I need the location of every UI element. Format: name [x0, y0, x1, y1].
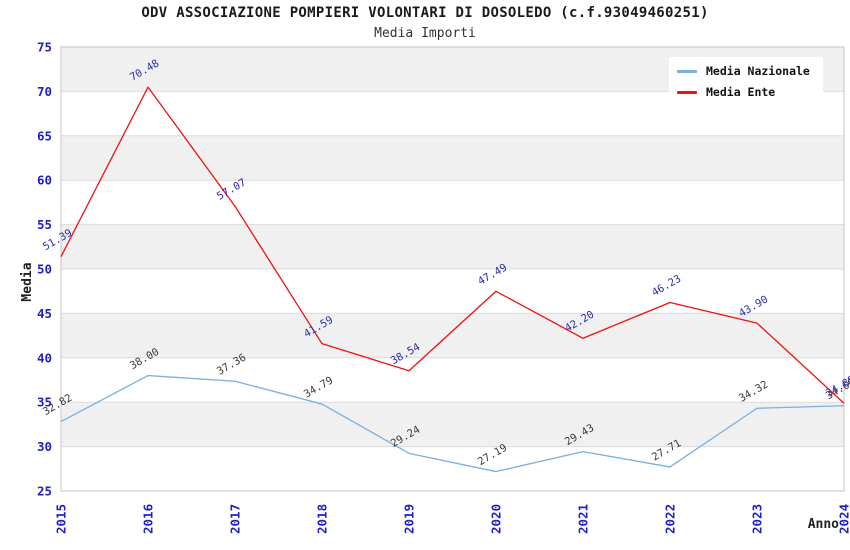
- x-tick-label: 2019: [402, 504, 417, 534]
- plot-band: [61, 402, 844, 447]
- y-tick-label: 55: [37, 217, 52, 232]
- y-tick-label: 40: [37, 350, 52, 365]
- y-tick-label: 25: [37, 484, 52, 499]
- chart-subtitle: Media Importi: [374, 26, 476, 41]
- y-tick-label: 60: [37, 173, 52, 188]
- y-tick-label: 75: [37, 40, 52, 55]
- x-tick-label: 2023: [750, 504, 765, 534]
- x-tick-label: 2015: [54, 504, 69, 534]
- x-tick-label: 2016: [141, 504, 156, 534]
- plot-generated-content: 25 30 35 40 45 50 55 60 65 70 75 2015 2016 2017 2018 20…: [37, 40, 850, 535]
- x-tick-label: 2020: [489, 504, 504, 534]
- chart-title: ODV ASSOCIAZIONE POMPIERI VOLONTARI DI D…: [141, 5, 709, 21]
- x-tick-label: 2021: [576, 504, 591, 534]
- legend-item-media-nazionale: Media Nazionale: [677, 64, 815, 78]
- x-tick-label: 2024: [837, 504, 850, 534]
- y-tick-label: 35: [37, 395, 52, 410]
- data-point-label: 46.23: [650, 273, 683, 299]
- y-tick-label: 70: [37, 84, 52, 99]
- series-line-media-ente: [60, 86, 845, 404]
- y-axis-title: Media: [20, 262, 35, 301]
- x-axis-title: Anno: [808, 517, 839, 532]
- media-nazionale-line-icon: [677, 69, 697, 73]
- series-line-media-nazionale: [60, 374, 845, 473]
- legend-label-media-ente: Media Ente: [706, 85, 776, 99]
- media-ente-line-icon: [677, 90, 697, 94]
- plot-band: [61, 224, 844, 269]
- legend-item-media-ente: Media Ente: [677, 85, 815, 99]
- y-tick-label: 65: [37, 128, 52, 143]
- x-tick-label: 2022: [663, 504, 678, 534]
- data-point-label: 34.79: [302, 374, 335, 400]
- legend-label-media-nazionale: Media Nazionale: [706, 64, 810, 78]
- x-tick-label: 2018: [315, 504, 330, 534]
- legend: Media Nazionale Media Ente: [669, 57, 823, 105]
- y-tick-label: 30: [37, 439, 52, 454]
- data-point-label: 34.32: [737, 379, 770, 405]
- plot-band: [61, 135, 844, 181]
- y-tick-label: 45: [37, 306, 52, 321]
- x-tick-label: 2017: [228, 504, 243, 534]
- plot-border: [60, 46, 845, 492]
- y-tick-label: 50: [37, 262, 52, 277]
- plot-band: [61, 313, 844, 358]
